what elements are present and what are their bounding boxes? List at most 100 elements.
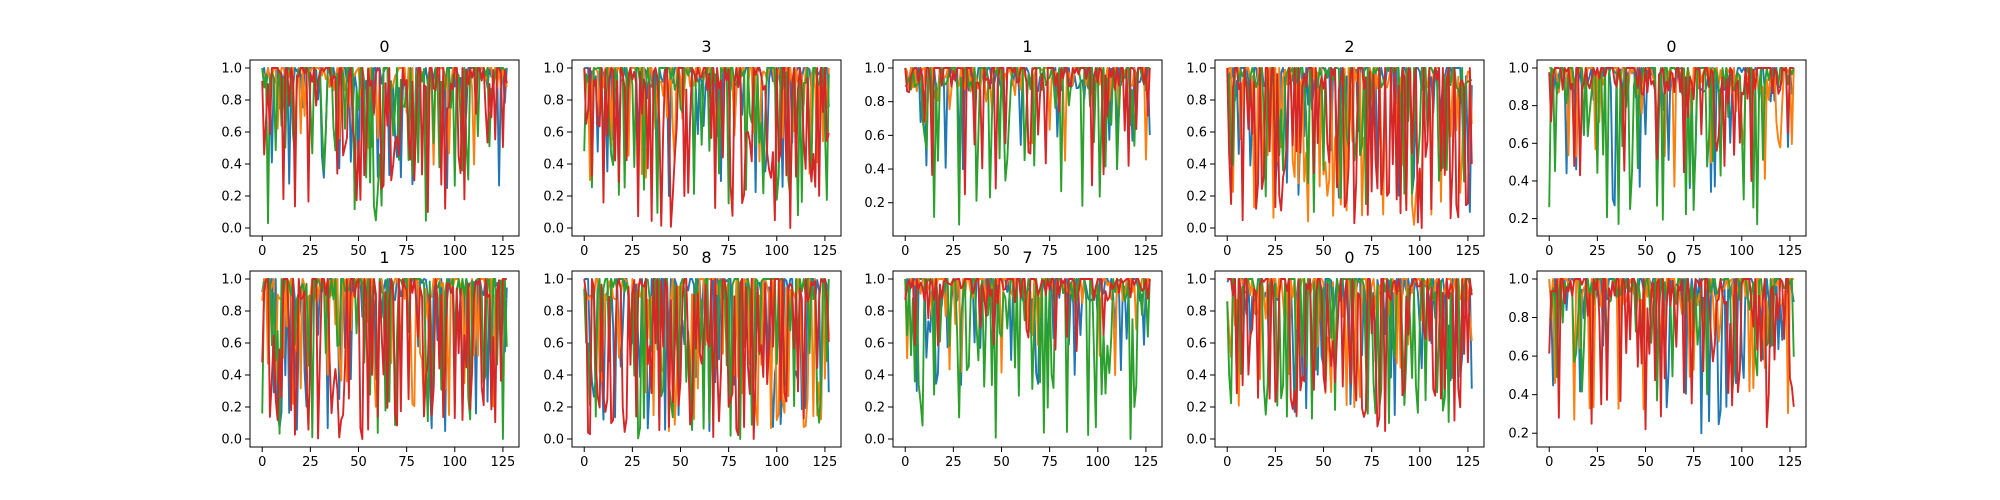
series-line-3 (583, 278, 830, 440)
y-tick-label: 1.0 (221, 273, 242, 288)
series-line-0 (904, 67, 1151, 170)
y-tick-label: 0.8 (864, 305, 885, 320)
y-tick-label: 0.6 (1508, 137, 1529, 152)
subplot-title: 0 (1666, 37, 1676, 56)
subplot-title: 2 (1344, 37, 1354, 56)
x-tick-label: 100 (442, 244, 467, 259)
y-tick-label: 0.8 (1186, 305, 1207, 320)
y-tick-label: 0.0 (543, 433, 564, 448)
x-tick-label: 75 (1041, 244, 1058, 259)
x-tick-label: 25 (624, 455, 641, 470)
y-tick-label: 0.4 (1508, 174, 1529, 189)
subplot-title: 7 (1022, 248, 1032, 267)
x-tick-label: 25 (302, 455, 319, 470)
x-tick-label: 75 (1363, 244, 1380, 259)
x-tick-label: 75 (1685, 244, 1702, 259)
series-line-3 (261, 67, 508, 213)
y-tick-label: 0.0 (221, 433, 242, 448)
y-tick-label: 0.4 (221, 369, 242, 384)
x-tick-label: 100 (1407, 455, 1432, 470)
y-tick-label: 1.0 (864, 62, 885, 77)
axes-frame (1214, 270, 1485, 448)
y-tick-label: 0.6 (1508, 350, 1529, 365)
y-tick-label: 0.4 (864, 163, 885, 178)
y-tick-label: 0.2 (221, 190, 242, 205)
x-tick-label: 125 (1134, 455, 1159, 470)
x-tick-label: 100 (1085, 455, 1110, 470)
y-tick-label: 0.2 (543, 190, 564, 205)
y-tick-label: 0.6 (543, 126, 564, 141)
y-tick-label: 0.2 (1186, 190, 1207, 205)
y-tick-label: 0.8 (543, 305, 564, 320)
x-tick-label: 125 (813, 244, 838, 259)
y-tick-label: 0.0 (1186, 222, 1207, 237)
series-line-3 (904, 67, 1151, 196)
axes-frame (571, 270, 842, 448)
x-tick-label: 25 (1267, 244, 1284, 259)
y-tick-label: 0.0 (1186, 433, 1207, 448)
subplot-6: 8 0 25 50 75 100 125 0.0 0.2 0.4 0.6 0.8 1.0 (543, 248, 842, 470)
series-line-3 (583, 67, 830, 229)
y-tick-label: 0.4 (1186, 158, 1207, 173)
y-tick-label: 0.6 (1186, 126, 1207, 141)
y-tick-label: 0.4 (864, 369, 885, 384)
subplot-title: 0 (1666, 248, 1676, 267)
y-tick-label: 0.0 (864, 433, 885, 448)
x-tick-label: 75 (1363, 455, 1380, 470)
x-tick-label: 100 (764, 455, 789, 470)
series-line-1 (904, 278, 1150, 376)
y-tick-label: 0.6 (221, 126, 242, 141)
x-tick-label: 50 (993, 455, 1010, 470)
y-tick-label: 0.6 (864, 337, 885, 352)
y-tick-label: 0.2 (864, 196, 885, 211)
y-tick-label: 0.2 (1508, 427, 1529, 442)
x-tick-label: 125 (1456, 455, 1481, 470)
x-tick-label: 100 (1729, 455, 1754, 470)
x-tick-label: 25 (1589, 244, 1606, 259)
y-tick-label: 1.0 (543, 273, 564, 288)
series-line-3 (904, 278, 1151, 352)
x-tick-label: 50 (1637, 455, 1654, 470)
x-tick-label: 0 (1545, 455, 1553, 470)
x-tick-label: 100 (1407, 244, 1432, 259)
x-tick-label: 125 (491, 455, 516, 470)
subplot-title: 0 (379, 37, 389, 56)
axes-frame (249, 270, 520, 448)
axes-frame (892, 270, 1163, 448)
y-tick-label: 0.4 (1508, 388, 1529, 403)
x-tick-label: 50 (350, 244, 367, 259)
series-line-3 (261, 278, 507, 440)
y-tick-label: 0.6 (221, 337, 242, 352)
axes-frame (249, 59, 520, 237)
series-line-2 (1548, 67, 1795, 226)
x-tick-label: 0 (901, 244, 909, 259)
x-tick-label: 100 (1729, 244, 1754, 259)
y-tick-label: 0.8 (221, 94, 242, 109)
subplot-2: 1 0 25 50 75 100 125 0.2 0.4 0.6 0.8 1.0 (864, 37, 1163, 259)
x-tick-label: 125 (1456, 244, 1481, 259)
x-tick-label: 50 (1315, 244, 1332, 259)
series-line-3 (1548, 278, 1795, 431)
x-tick-label: 125 (813, 455, 838, 470)
axes-frame (1214, 59, 1485, 237)
subplot-title: 0 (1344, 248, 1354, 267)
subplot-title: 8 (701, 248, 711, 267)
x-tick-label: 100 (442, 455, 467, 470)
series-line-3 (1227, 278, 1473, 432)
x-tick-label: 50 (350, 455, 367, 470)
y-tick-label: 1.0 (1186, 62, 1207, 77)
x-tick-label: 0 (580, 244, 588, 259)
series-line-3 (1548, 67, 1794, 182)
x-tick-label: 25 (945, 455, 962, 470)
y-tick-label: 0.0 (221, 222, 242, 237)
axes-frame (1536, 59, 1807, 237)
y-tick-label: 0.8 (543, 94, 564, 109)
y-tick-label: 0.2 (1508, 212, 1529, 227)
subplot-5: 1 0 25 50 75 100 125 0.0 0.2 0.4 0.6 0.8 1.0 (221, 248, 520, 470)
y-tick-label: 0.2 (221, 401, 242, 416)
x-tick-label: 50 (1637, 244, 1654, 259)
x-tick-label: 25 (302, 244, 319, 259)
x-tick-label: 25 (1589, 455, 1606, 470)
x-tick-label: 75 (398, 244, 415, 259)
